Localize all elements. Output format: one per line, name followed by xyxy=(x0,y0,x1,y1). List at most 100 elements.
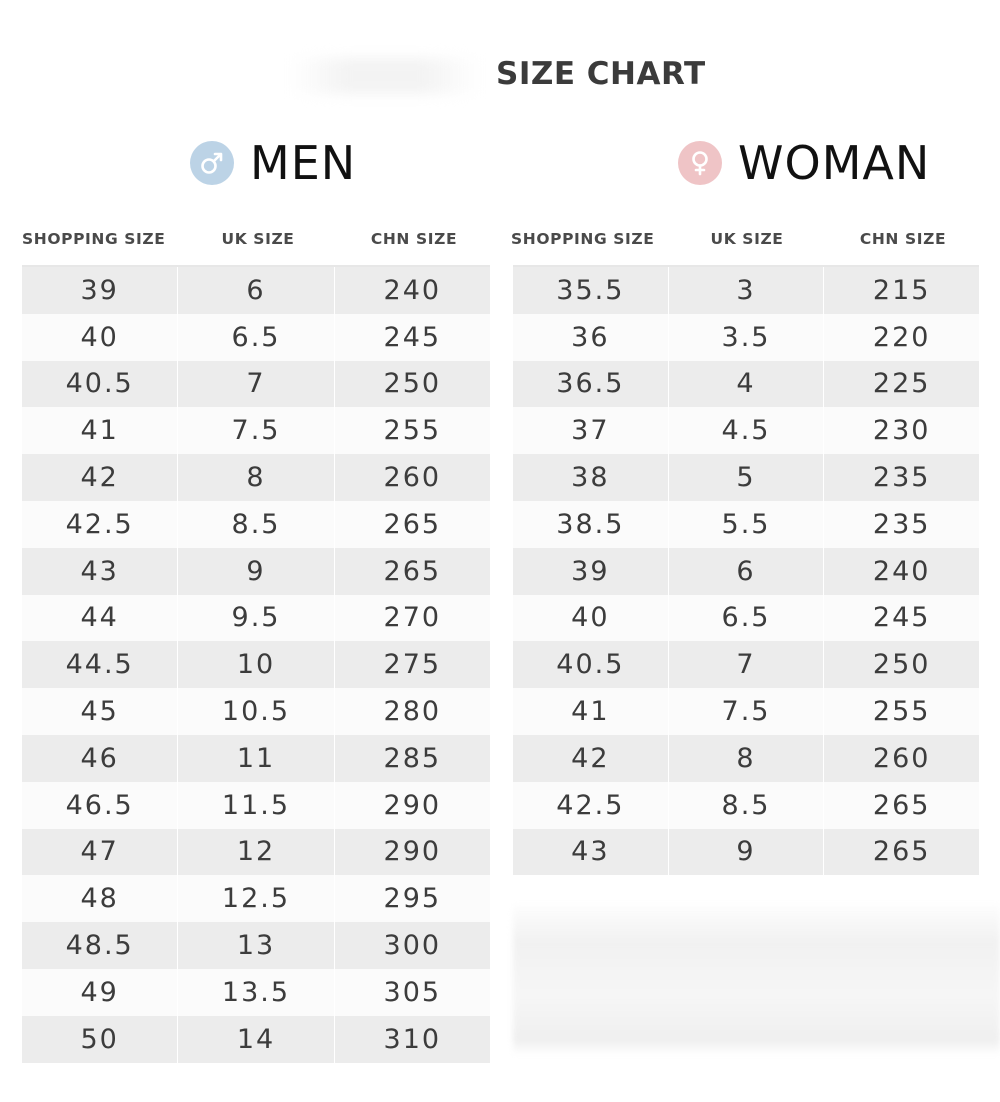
shopping-size-cell: 45 xyxy=(22,688,179,735)
shopping-size-cell: 42 xyxy=(22,454,179,501)
shopping-size-cell: 38 xyxy=(513,454,669,501)
chn-size-cell: 300 xyxy=(383,930,442,962)
shopping-size-cell: 47 xyxy=(22,828,179,876)
table-row: 40.5 7 250 xyxy=(22,360,490,408)
uk-size-cell: 14 xyxy=(178,1015,335,1063)
shopping-size-cell: 42 xyxy=(513,734,669,782)
chn-size-cell: 255 xyxy=(383,415,442,447)
chn-size-cell: 245 xyxy=(383,321,442,353)
table-row: 42.5 8.5 265 xyxy=(513,781,979,829)
shopping-size-cell: 43 xyxy=(513,828,669,876)
shopping-size-cell: 39 xyxy=(22,267,179,314)
uk-size-cell: 8 xyxy=(669,734,825,782)
table-row: 36 3.5 220 xyxy=(513,313,979,361)
shopping-size-cell: 48 xyxy=(22,875,179,923)
chn-size-cell: 290 xyxy=(383,789,442,821)
men-heading: MEN xyxy=(190,136,356,190)
chn-size-cell: 270 xyxy=(383,602,442,634)
uk-size-cell: 10.5 xyxy=(178,688,335,735)
shopping-size-cell: 44.5 xyxy=(22,641,179,689)
men-table-header: SHOPPING SIZE UK SIZE CHN SIZE xyxy=(22,230,492,248)
table-row: 44 9.5 270 xyxy=(22,594,490,642)
chn-size-cell: 295 xyxy=(383,883,442,915)
women-label: WOMAN xyxy=(738,136,931,190)
uk-size-cell: 13 xyxy=(178,922,335,969)
uk-size-cell: 9.5 xyxy=(178,594,335,642)
shopping-size-cell: 35.5 xyxy=(513,267,669,314)
shopping-size-cell: 48.5 xyxy=(22,922,179,969)
chn-size-cell: 280 xyxy=(383,696,442,728)
column-header-chn-size: CHN SIZE xyxy=(859,230,947,248)
table-row: 42.5 8.5 265 xyxy=(22,500,490,548)
table-row: 44.5 10 275 xyxy=(22,641,490,689)
chn-size-cell: 240 xyxy=(872,555,931,587)
shopping-size-cell: 40 xyxy=(513,594,669,642)
page-title: SIZE CHART xyxy=(496,56,706,92)
column-header-uk-size: UK SIZE xyxy=(221,230,295,248)
shopping-size-cell: 50 xyxy=(22,1015,179,1063)
uk-size-cell: 13.5 xyxy=(178,968,335,1016)
shopping-size-cell: 43 xyxy=(22,547,179,595)
uk-size-cell: 9 xyxy=(669,828,825,876)
women-heading: WOMAN xyxy=(678,136,930,190)
shopping-size-cell: 36.5 xyxy=(513,360,669,408)
chn-size-cell: 285 xyxy=(383,742,442,774)
uk-size-cell: 11.5 xyxy=(178,781,335,829)
uk-size-cell: 11 xyxy=(178,734,335,782)
uk-size-cell: 3 xyxy=(669,267,825,314)
uk-size-cell: 12 xyxy=(178,828,335,876)
table-row: 36.5 4 225 xyxy=(513,360,979,408)
men-label: MEN xyxy=(250,136,357,190)
shopping-size-cell: 44 xyxy=(22,594,179,642)
women-size-table: 35.5 3 215 36 3.5 220 36.5 4 225 37 4.5 230 38 5 235 38… xyxy=(513,265,979,876)
table-row: 38 5 235 xyxy=(513,454,979,501)
table-row: 47 12 290 xyxy=(22,828,490,876)
women-table-header: SHOPPING SIZE UK SIZE CHN SIZE xyxy=(511,230,981,248)
table-row: 39 6 240 xyxy=(513,547,979,595)
uk-size-cell: 7.5 xyxy=(178,407,335,455)
uk-size-cell: 5.5 xyxy=(669,500,825,548)
chn-size-cell: 240 xyxy=(383,274,442,306)
shopping-size-cell: 40.5 xyxy=(513,641,669,689)
uk-size-cell: 7.5 xyxy=(669,688,825,735)
uk-size-cell: 6 xyxy=(669,547,825,595)
uk-size-cell: 5 xyxy=(669,454,825,501)
chn-size-cell: 265 xyxy=(383,508,442,540)
blurred-area xyxy=(290,58,480,94)
chn-size-cell: 215 xyxy=(872,274,931,306)
uk-size-cell: 6.5 xyxy=(669,594,825,642)
chn-size-cell: 265 xyxy=(872,836,931,868)
table-row: 41 7.5 255 xyxy=(22,407,490,455)
table-row: 38.5 5.5 235 xyxy=(513,500,979,548)
uk-size-cell: 9 xyxy=(178,547,335,595)
shopping-size-cell: 40 xyxy=(22,313,179,361)
uk-size-cell: 4.5 xyxy=(669,407,825,455)
shopping-size-cell: 46 xyxy=(22,734,179,782)
shopping-size-cell: 41 xyxy=(513,688,669,735)
chn-size-cell: 255 xyxy=(872,696,931,728)
table-row: 43 9 265 xyxy=(513,828,979,876)
uk-size-cell: 3.5 xyxy=(669,313,825,361)
table-row: 42 8 260 xyxy=(513,734,979,782)
uk-size-cell: 8.5 xyxy=(669,781,825,829)
chn-size-cell: 275 xyxy=(383,649,442,681)
chn-size-cell: 250 xyxy=(383,368,442,400)
shopping-size-cell: 36 xyxy=(513,313,669,361)
chn-size-cell: 235 xyxy=(872,508,931,540)
chn-size-cell: 235 xyxy=(872,462,931,494)
uk-size-cell: 10 xyxy=(178,641,335,689)
uk-size-cell: 8.5 xyxy=(178,500,335,548)
table-row: 43 9 265 xyxy=(22,547,490,595)
table-row: 37 4.5 230 xyxy=(513,407,979,455)
table-row: 50 14 310 xyxy=(22,1015,490,1063)
uk-size-cell: 6 xyxy=(178,267,335,314)
table-row: 48 12.5 295 xyxy=(22,875,490,923)
table-row: 46.5 11.5 290 xyxy=(22,781,490,829)
column-header-shopping-size: SHOPPING SIZE xyxy=(511,230,655,248)
blurred-area xyxy=(513,905,1000,1055)
chn-size-cell: 310 xyxy=(383,1023,442,1055)
column-header-uk-size: UK SIZE xyxy=(710,230,784,248)
shopping-size-cell: 42.5 xyxy=(22,500,179,548)
chn-size-cell: 260 xyxy=(872,742,931,774)
shopping-size-cell: 39 xyxy=(513,547,669,595)
